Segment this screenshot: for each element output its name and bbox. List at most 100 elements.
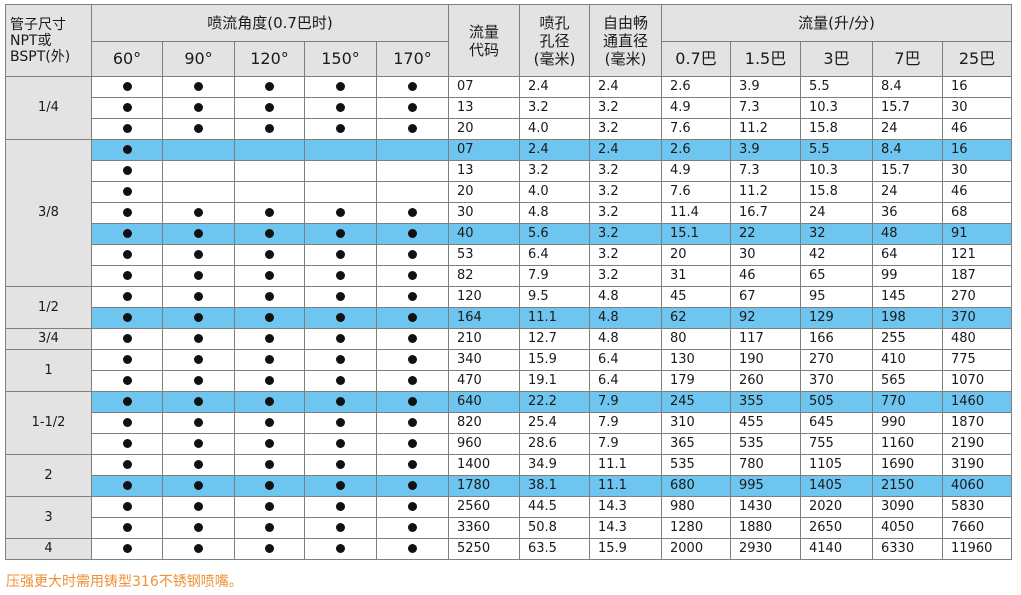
table-row: 1/4 07 2.4 2.4 2.6 3.9 5.5 8.4 16	[5, 76, 1013, 140]
availability-dot-icon	[122, 523, 132, 532]
header-pipe-size-line: BSPT(外)	[10, 48, 71, 65]
flow-rate-cell: 30	[730, 244, 801, 266]
angle-cell	[234, 370, 305, 392]
availability-dot-icon	[122, 229, 132, 238]
availability-dot-icon	[194, 544, 203, 553]
angle-cell	[162, 433, 235, 455]
flow-rate-cell: 20	[661, 244, 731, 266]
availability-dot-icon	[265, 313, 274, 322]
angle-cell	[91, 370, 163, 392]
angle-cell	[376, 391, 449, 413]
passage-cell: 3.2	[589, 244, 662, 266]
flow-rate-cell: 2.6	[661, 139, 731, 161]
availability-dot-icon	[408, 334, 417, 343]
flow-rate-cell: 1160	[872, 433, 943, 455]
orifice-cell: 7.9	[519, 265, 590, 287]
table-row: 470 19.1 6.4 179 260 370 565 1070	[6, 370, 1013, 392]
flow-rate-cell: 5.5	[800, 139, 873, 161]
angle-cell	[304, 412, 377, 434]
availability-dot-icon	[122, 250, 132, 259]
flow-rate-cell: 270	[800, 349, 873, 371]
angle-cell	[162, 412, 235, 434]
header-flow-rate: 流量(升/分)	[660, 4, 1013, 42]
availability-dot-icon	[336, 460, 345, 469]
angle-cell	[91, 97, 163, 119]
flow-rate-cell: 145	[872, 286, 943, 308]
angle-cell	[91, 160, 163, 182]
flow-rate-cell: 370	[941, 307, 1013, 329]
angle-cell	[234, 538, 305, 560]
angle-cell	[91, 118, 163, 140]
availability-dot-icon	[408, 481, 417, 490]
pipe-size-cell: 3/4	[5, 328, 92, 350]
flow-rate-cell: 410	[872, 349, 943, 371]
angle-cell	[376, 349, 449, 371]
angle-cell	[304, 517, 377, 539]
passage-cell: 3.2	[589, 160, 662, 182]
availability-dot-icon	[408, 397, 417, 406]
spec-table-container: 管子尺寸 NPT或 BSPT(外) 喷流角度(0.7巴时) 流量 代码 喷孔 孔…	[5, 4, 1013, 560]
angle-cell	[162, 181, 235, 203]
availability-dot-icon	[122, 334, 132, 343]
availability-dot-icon	[265, 292, 274, 301]
angle-cell	[162, 118, 235, 140]
availability-dot-icon	[194, 460, 203, 469]
flow-rate-cell: 535	[661, 454, 731, 476]
flow-code-cell: 20	[448, 118, 520, 140]
angle-cell	[376, 538, 449, 560]
flow-rate-cell: 30	[941, 160, 1013, 182]
angle-cell	[234, 76, 305, 98]
availability-dot-icon	[194, 502, 203, 511]
flow-rate-cell: 11960	[941, 538, 1013, 560]
orifice-cell: 25.4	[519, 412, 590, 434]
availability-dot-icon	[336, 439, 345, 448]
angle-cell	[91, 76, 163, 98]
flow-rate-cell: 4050	[872, 517, 943, 539]
availability-dot-icon	[336, 103, 345, 112]
availability-dot-icon	[194, 271, 203, 280]
angle-cell	[376, 118, 449, 140]
angle-cell	[234, 475, 305, 497]
flow-rate-cell: 1870	[941, 412, 1013, 434]
flow-rate-cell: 10.3	[800, 97, 873, 119]
pipe-size-cell: 1/2	[5, 286, 92, 329]
availability-dot-icon	[194, 208, 203, 217]
availability-dot-icon	[194, 355, 203, 364]
availability-dot-icon	[122, 397, 132, 406]
flow-rate-cell: 7660	[941, 517, 1013, 539]
availability-dot-icon	[336, 355, 345, 364]
availability-dot-icon	[265, 124, 274, 133]
availability-dot-icon	[265, 481, 274, 490]
orifice-cell: 3.2	[519, 97, 590, 119]
angle-cell	[91, 328, 163, 350]
header-pressure-0-7: 0.7巴	[661, 41, 731, 77]
flow-rate-cell: 3.9	[730, 76, 801, 98]
angle-cell	[304, 97, 377, 119]
availability-dot-icon	[122, 418, 132, 427]
flow-rate-cell: 990	[872, 412, 943, 434]
angle-cell	[91, 538, 163, 560]
passage-cell: 15.9	[589, 538, 662, 560]
flow-code-cell: 82	[448, 265, 520, 287]
passage-cell: 3.2	[589, 118, 662, 140]
availability-dot-icon	[122, 271, 132, 280]
angle-cell	[376, 307, 449, 329]
header-flow-code-line: 流量	[468, 22, 499, 41]
flow-rate-cell: 11.2	[730, 181, 801, 203]
availability-dot-icon	[336, 544, 345, 553]
header-flow-code: 流量 代码	[448, 4, 520, 77]
angle-cell	[234, 139, 305, 161]
header-pipe-size-line: NPT或	[10, 32, 52, 49]
availability-dot-icon	[336, 523, 345, 532]
angle-cell	[234, 349, 305, 371]
angle-cell	[376, 181, 449, 203]
flow-code-cell: 210	[448, 328, 520, 350]
orifice-cell: 19.1	[519, 370, 590, 392]
flow-code-cell: 30	[448, 202, 520, 224]
flow-rate-cell: 980	[661, 496, 731, 518]
orifice-cell: 3.2	[519, 160, 590, 182]
angle-cell	[304, 349, 377, 371]
passage-cell: 4.8	[589, 328, 662, 350]
header-angle-150: 150°	[304, 41, 377, 77]
flow-code-cell: 07	[448, 139, 520, 161]
